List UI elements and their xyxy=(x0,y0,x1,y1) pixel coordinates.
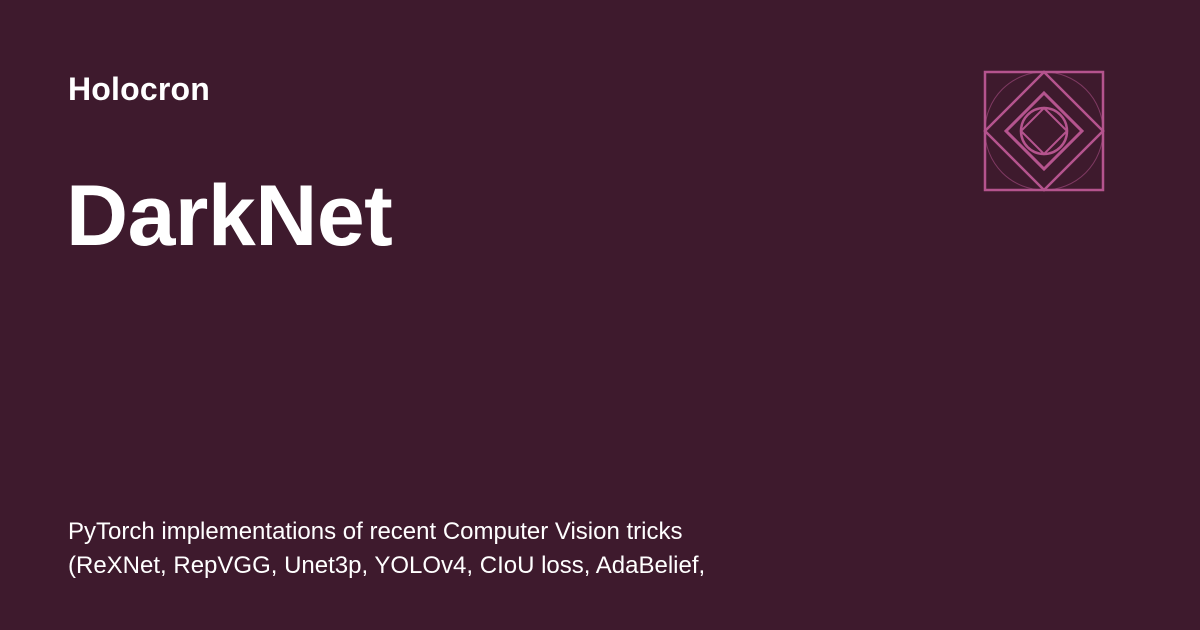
geometric-diamond-logo-icon xyxy=(983,70,1105,192)
page-title: DarkNet xyxy=(66,168,393,264)
description-line-1: PyTorch implementations of recent Comput… xyxy=(68,518,683,545)
site-name: Holocron xyxy=(68,71,211,107)
page-description: PyTorch implementations of recent Comput… xyxy=(68,515,968,583)
description-line-2: (ReXNet, RepVGG, Unet3p, YOLOv4, CIoU lo… xyxy=(68,552,706,579)
